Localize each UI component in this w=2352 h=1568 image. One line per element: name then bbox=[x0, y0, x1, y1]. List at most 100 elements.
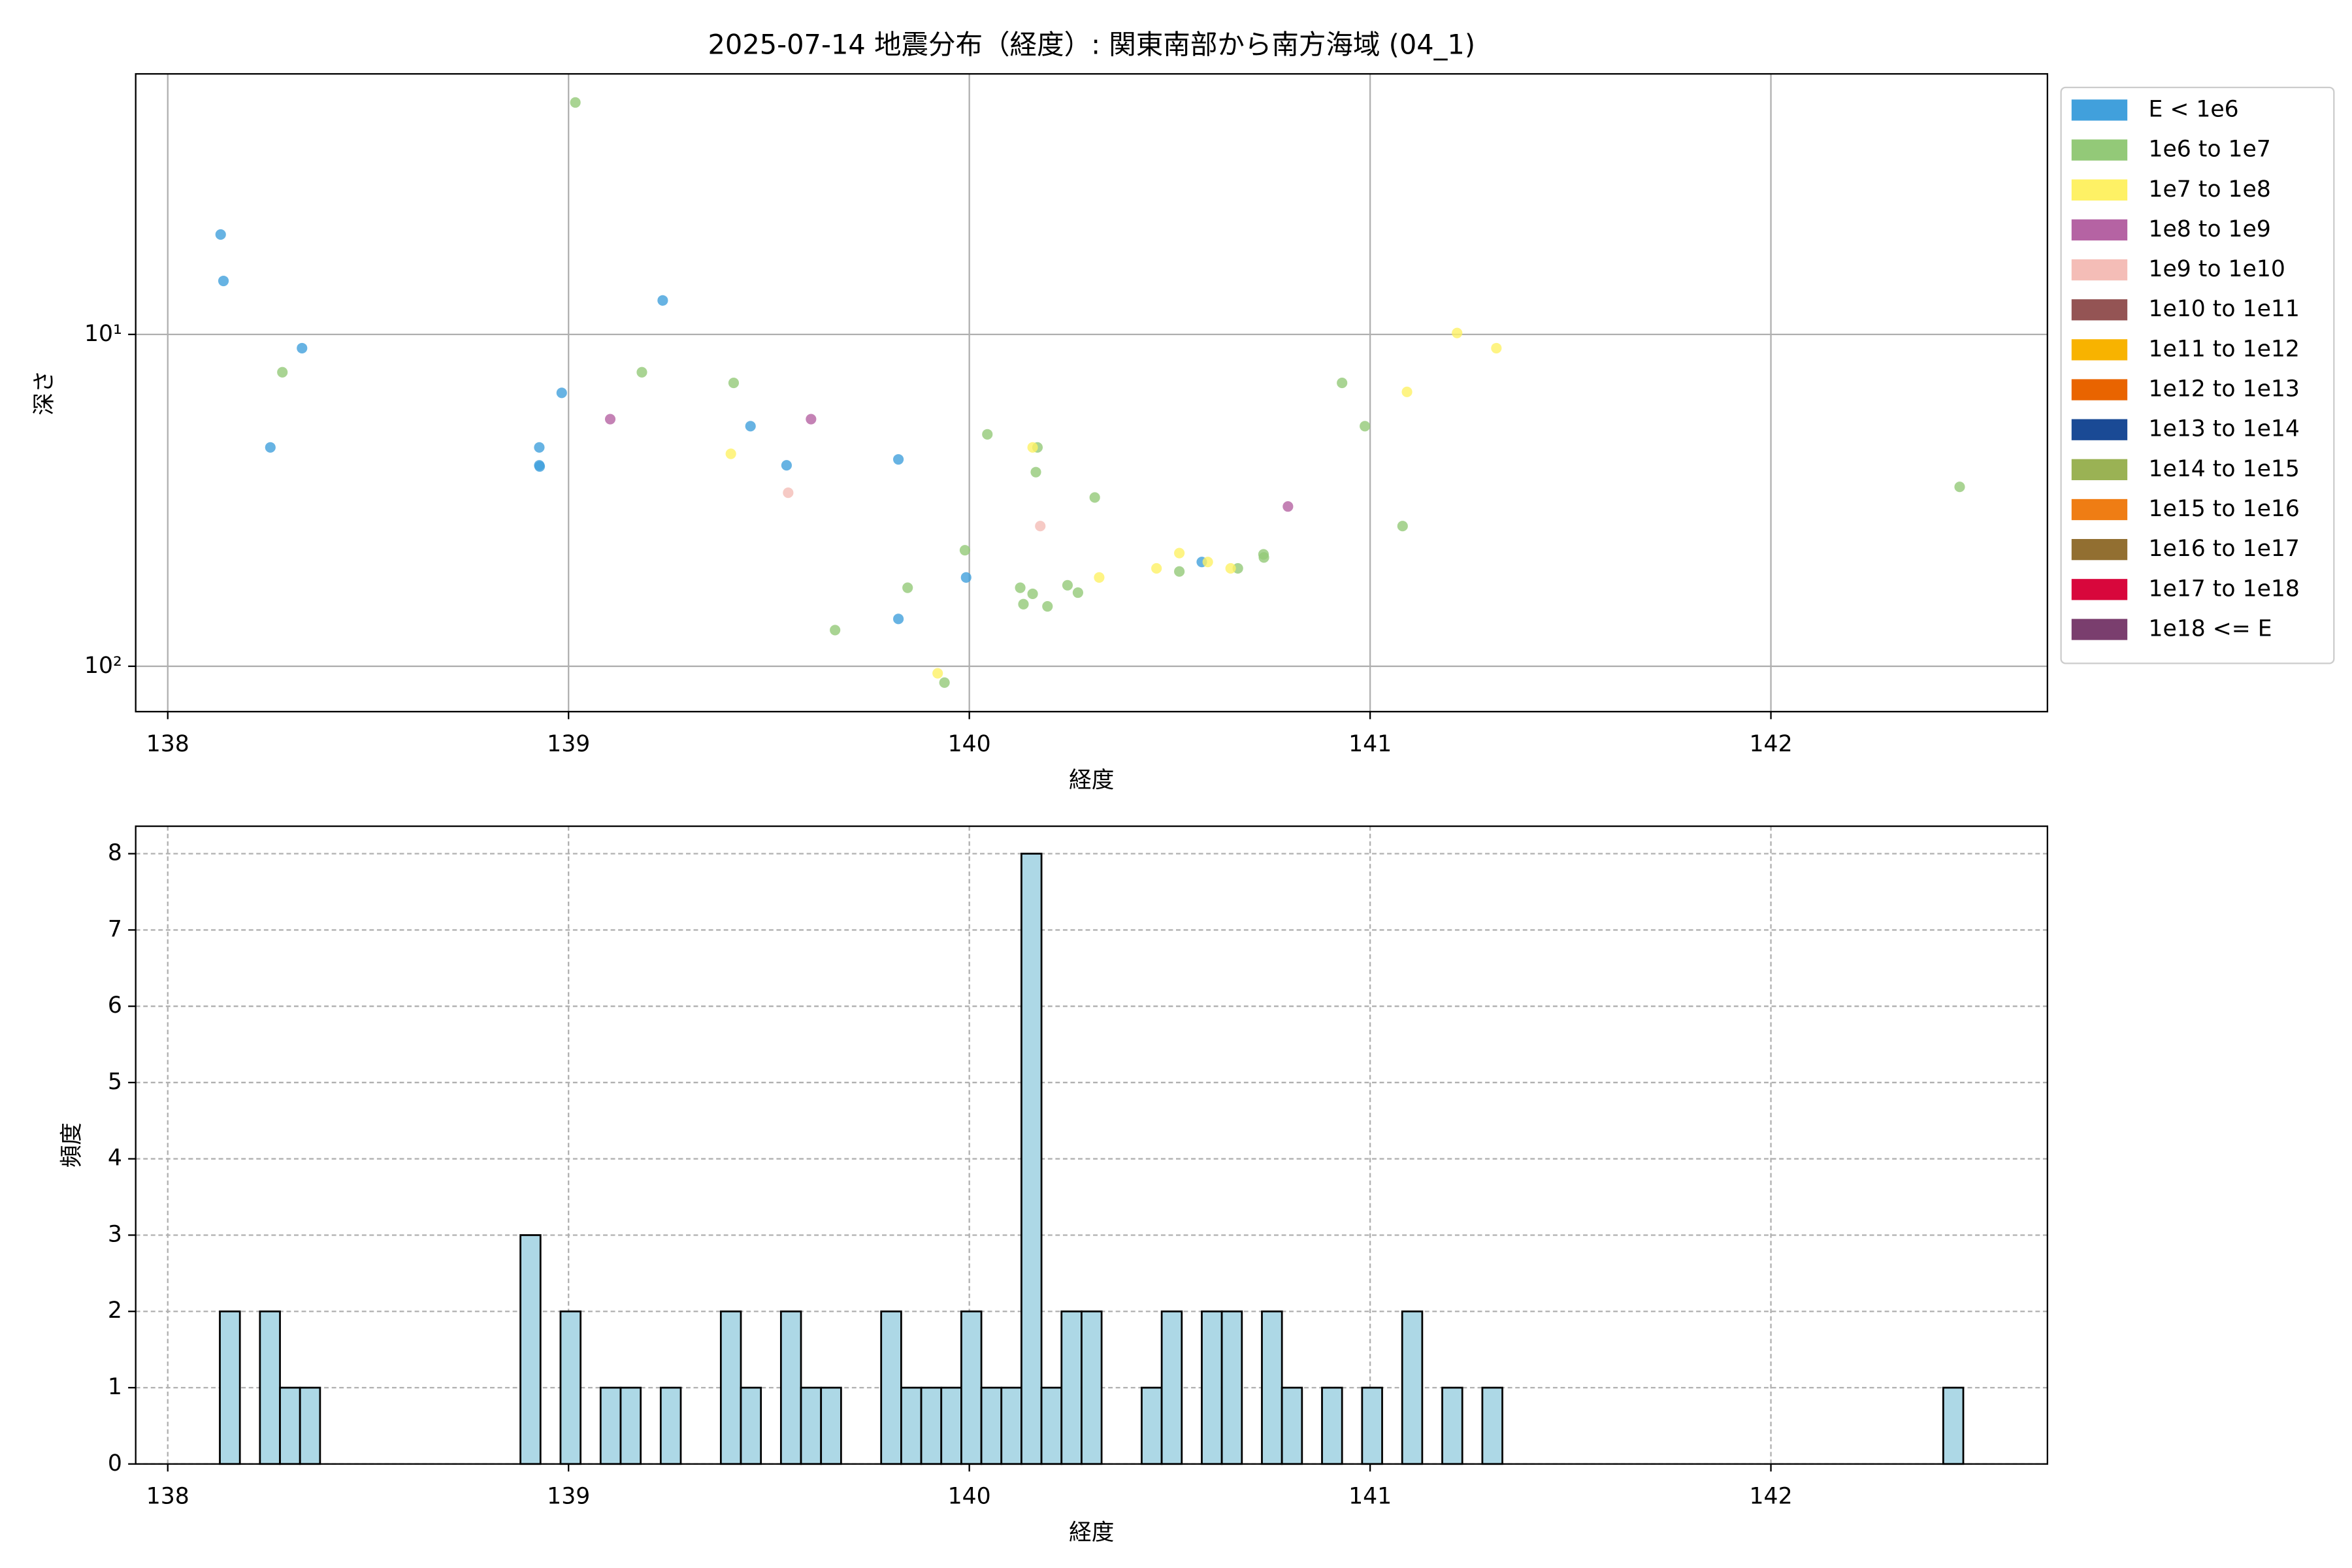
point bbox=[556, 387, 567, 399]
bar bbox=[960, 1310, 983, 1465]
bar bbox=[299, 1386, 321, 1465]
bar bbox=[1441, 1386, 1463, 1465]
legend-swatch bbox=[2071, 299, 2128, 321]
legend-swatch bbox=[2071, 539, 2128, 561]
legend-swatch bbox=[2071, 259, 2128, 281]
point bbox=[960, 572, 972, 583]
legend-swatch bbox=[2071, 99, 2128, 121]
y-tick-label: 6 bbox=[108, 992, 122, 1019]
legend-swatch bbox=[2071, 579, 2128, 600]
legend-label: 1e12 to 1e13 bbox=[2148, 376, 2299, 402]
x-tick-label: 139 bbox=[547, 731, 590, 757]
y-tick-label: 4 bbox=[108, 1145, 122, 1171]
y-tick-label: 8 bbox=[108, 840, 122, 866]
y-tick-label: 1 bbox=[108, 1374, 122, 1400]
bar bbox=[519, 1234, 542, 1465]
bar bbox=[1141, 1386, 1163, 1465]
x-tick-label: 142 bbox=[1750, 1484, 1793, 1510]
point bbox=[745, 421, 756, 432]
point bbox=[1452, 327, 1463, 338]
x-axis-label: 経度 bbox=[1069, 1520, 1114, 1546]
bar bbox=[740, 1386, 762, 1465]
legend-label: 1e8 to 1e9 bbox=[2148, 216, 2270, 242]
point bbox=[932, 668, 943, 679]
axes-frame bbox=[135, 73, 2048, 713]
bar bbox=[1160, 1310, 1183, 1465]
point bbox=[1174, 566, 1185, 577]
point bbox=[534, 442, 545, 453]
point bbox=[1232, 563, 1243, 574]
point bbox=[1397, 521, 1408, 532]
x-tick-label: 139 bbox=[547, 1484, 590, 1510]
x-tick-label: 138 bbox=[146, 1484, 189, 1510]
bar bbox=[1942, 1386, 1965, 1465]
point bbox=[636, 367, 647, 378]
bar bbox=[1201, 1310, 1223, 1465]
point bbox=[893, 613, 904, 625]
point bbox=[1360, 421, 1371, 432]
point bbox=[1225, 563, 1236, 574]
x-tick-label: 140 bbox=[948, 1484, 991, 1510]
point bbox=[1202, 557, 1213, 568]
point bbox=[1151, 563, 1162, 574]
point bbox=[1258, 552, 1269, 563]
bar bbox=[1000, 1386, 1022, 1465]
legend-label: 1e11 to 1e12 bbox=[2148, 336, 2299, 362]
legend-box bbox=[2060, 86, 2335, 664]
point bbox=[265, 442, 276, 453]
point bbox=[218, 275, 229, 287]
point bbox=[959, 545, 970, 556]
point bbox=[1015, 582, 1026, 593]
point bbox=[1094, 572, 1105, 583]
point bbox=[939, 677, 950, 688]
y-tick-label: 3 bbox=[108, 1221, 122, 1247]
bar bbox=[219, 1310, 241, 1465]
point bbox=[1401, 386, 1413, 397]
legend-label: 1e13 to 1e14 bbox=[2148, 416, 2299, 442]
point bbox=[1174, 547, 1185, 559]
legend-swatch bbox=[2071, 179, 2128, 201]
point bbox=[1042, 601, 1053, 612]
point bbox=[902, 582, 913, 593]
point bbox=[893, 454, 904, 465]
bar bbox=[1040, 1386, 1063, 1465]
legend-swatch bbox=[2071, 219, 2128, 241]
legend-swatch bbox=[2071, 339, 2128, 361]
legend-swatch bbox=[2071, 419, 2128, 440]
bar bbox=[1261, 1310, 1283, 1465]
bar bbox=[619, 1386, 642, 1465]
bar bbox=[1021, 853, 1043, 1465]
point bbox=[982, 429, 993, 440]
point bbox=[570, 97, 581, 108]
y-tick-label: 5 bbox=[108, 1069, 122, 1095]
bar bbox=[1060, 1310, 1083, 1465]
y-axis-label: 頻度 bbox=[59, 1122, 85, 1168]
point bbox=[534, 461, 546, 472]
y-tick-label: 10² bbox=[84, 653, 122, 679]
point bbox=[657, 295, 668, 306]
x-tick-label: 140 bbox=[948, 731, 991, 757]
bar bbox=[279, 1386, 301, 1465]
point bbox=[1089, 492, 1100, 503]
x-tick-label: 141 bbox=[1348, 1484, 1392, 1510]
legend-label: 1e6 to 1e7 bbox=[2148, 137, 2270, 163]
bar bbox=[1081, 1310, 1103, 1465]
legend-label: 1e7 to 1e8 bbox=[2148, 176, 2270, 203]
bar bbox=[1481, 1386, 1503, 1465]
y-tick-label: 2 bbox=[108, 1298, 122, 1324]
bar bbox=[1220, 1310, 1243, 1465]
point bbox=[781, 460, 792, 471]
legend-label: 1e17 to 1e18 bbox=[2148, 576, 2299, 602]
y-axis-label: 深さ bbox=[31, 370, 57, 416]
point bbox=[830, 625, 841, 636]
legend-swatch bbox=[2071, 619, 2128, 640]
point bbox=[1035, 521, 1046, 532]
legend-label: 1e14 to 1e15 bbox=[2148, 456, 2299, 482]
point bbox=[1491, 342, 1502, 353]
bar bbox=[1281, 1386, 1303, 1465]
x-tick-label: 141 bbox=[1348, 731, 1392, 757]
point bbox=[1954, 482, 1965, 493]
point bbox=[297, 342, 308, 353]
bar bbox=[1361, 1386, 1383, 1465]
